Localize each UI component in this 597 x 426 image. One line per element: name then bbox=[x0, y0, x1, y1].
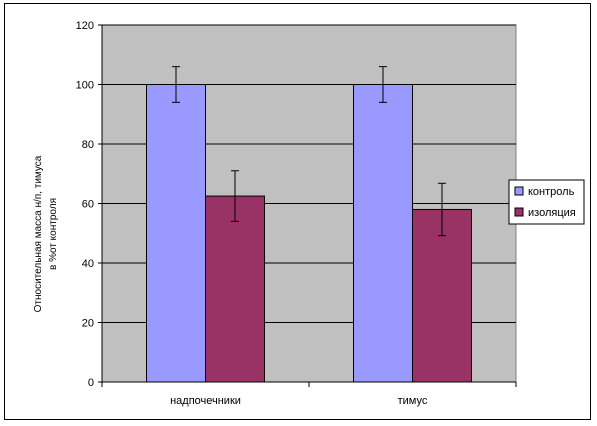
y-axis-label: Относительная масса н/п, тимуса в %от ко… bbox=[33, 155, 59, 312]
legend-swatch-control bbox=[514, 186, 524, 196]
y-axis-label-line-1: Относительная масса н/п, тимуса bbox=[33, 155, 44, 312]
y-tick-label: 80 bbox=[82, 139, 94, 151]
y-tick-label: 100 bbox=[76, 80, 94, 92]
x-tick-label: тимус bbox=[398, 395, 428, 407]
bar-control-0 bbox=[146, 84, 206, 383]
bar-isolation-0 bbox=[205, 195, 265, 383]
axes bbox=[98, 24, 517, 387]
y-axis-label-line-2: в %от контроля bbox=[48, 198, 59, 270]
y-tick-label: 60 bbox=[82, 199, 94, 211]
legend-label-isolation: изоляция bbox=[528, 207, 576, 219]
y-tick-labels: 0 20 40 60 80 100 120 bbox=[76, 20, 94, 389]
y-tick-label: 120 bbox=[76, 20, 94, 32]
x-tick-label: надпочечники bbox=[170, 395, 241, 407]
legend-label-control: контроль bbox=[528, 186, 575, 198]
x-tick-labels: надпочечники тимус bbox=[170, 395, 428, 407]
y-tick-label: 0 bbox=[88, 377, 94, 389]
legend-swatch-isolation bbox=[514, 207, 524, 217]
y-tick-label: 40 bbox=[82, 258, 94, 270]
y-tick-label: 20 bbox=[82, 318, 94, 330]
error-bars bbox=[172, 66, 446, 237]
legend: контроль изоляция bbox=[508, 179, 585, 225]
bar-control-1 bbox=[353, 84, 413, 383]
bar-isolation-1 bbox=[412, 208, 472, 383]
